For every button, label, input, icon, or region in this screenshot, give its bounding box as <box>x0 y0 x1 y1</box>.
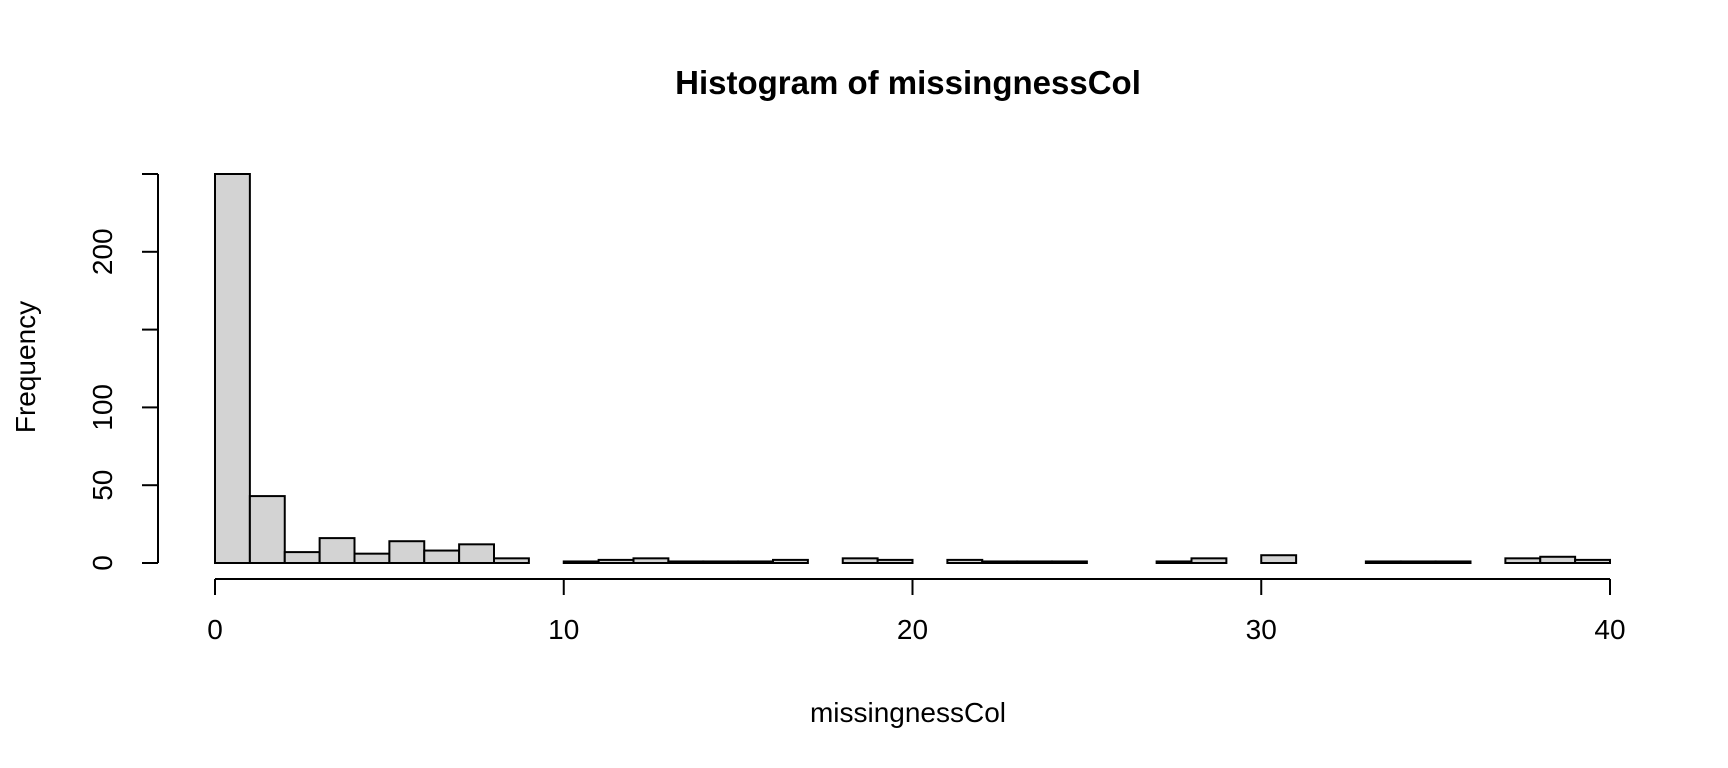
histogram-bar <box>1539 555 1577 565</box>
histogram-bar <box>353 552 391 565</box>
x-tick-label: 20 <box>897 614 928 645</box>
histogram-bar <box>1399 560 1437 564</box>
histogram-bar <box>981 560 1019 564</box>
histogram-bar <box>1051 560 1088 564</box>
y-axis: 0 50 100 200 <box>87 173 159 571</box>
histogram-bar <box>772 558 809 565</box>
y-axis-label: Frequency <box>10 301 41 433</box>
bars-group <box>214 173 1611 565</box>
chart-title: Histogram of missingnessCol <box>675 64 1141 101</box>
histogram-bar <box>946 558 984 565</box>
histogram-bar <box>283 551 321 564</box>
x-tick-label: 10 <box>548 614 579 645</box>
histogram-bar <box>841 557 879 564</box>
histogram-bar <box>632 557 670 564</box>
y-tick-label: 50 <box>87 470 118 501</box>
histogram-bar <box>248 495 286 565</box>
x-axis-label: missingnessCol <box>810 697 1006 728</box>
histogram-bar <box>423 549 461 565</box>
histogram-bar <box>702 560 740 564</box>
histogram-bar <box>493 557 530 564</box>
histogram-bar <box>458 543 495 565</box>
histogram-bar <box>737 560 774 564</box>
histogram-bar <box>1504 557 1542 564</box>
histogram-bar <box>1016 560 1053 564</box>
histogram-bar <box>1190 557 1228 564</box>
histogram-bar <box>876 558 914 565</box>
x-tick-label: 40 <box>1594 614 1625 645</box>
histogram-bar <box>667 560 705 564</box>
x-tick-label: 0 <box>207 614 223 645</box>
histogram-bar <box>1434 560 1472 564</box>
y-tick-label: 100 <box>87 384 118 431</box>
x-tick-label: 30 <box>1246 614 1277 645</box>
histogram-bar <box>562 560 600 564</box>
histogram-bar <box>1574 558 1611 565</box>
histogram-bar <box>318 537 356 565</box>
histogram-bar <box>597 558 635 565</box>
histogram-bar <box>388 540 426 565</box>
y-tick-label: 200 <box>87 228 118 275</box>
histogram-bar <box>1155 560 1193 564</box>
histogram-bar <box>214 173 251 564</box>
y-tick-label: 0 <box>87 555 118 571</box>
histogram-bar <box>1260 554 1298 564</box>
x-axis: 0 10 20 30 40 <box>207 578 1626 645</box>
histogram-bar <box>1364 560 1402 564</box>
